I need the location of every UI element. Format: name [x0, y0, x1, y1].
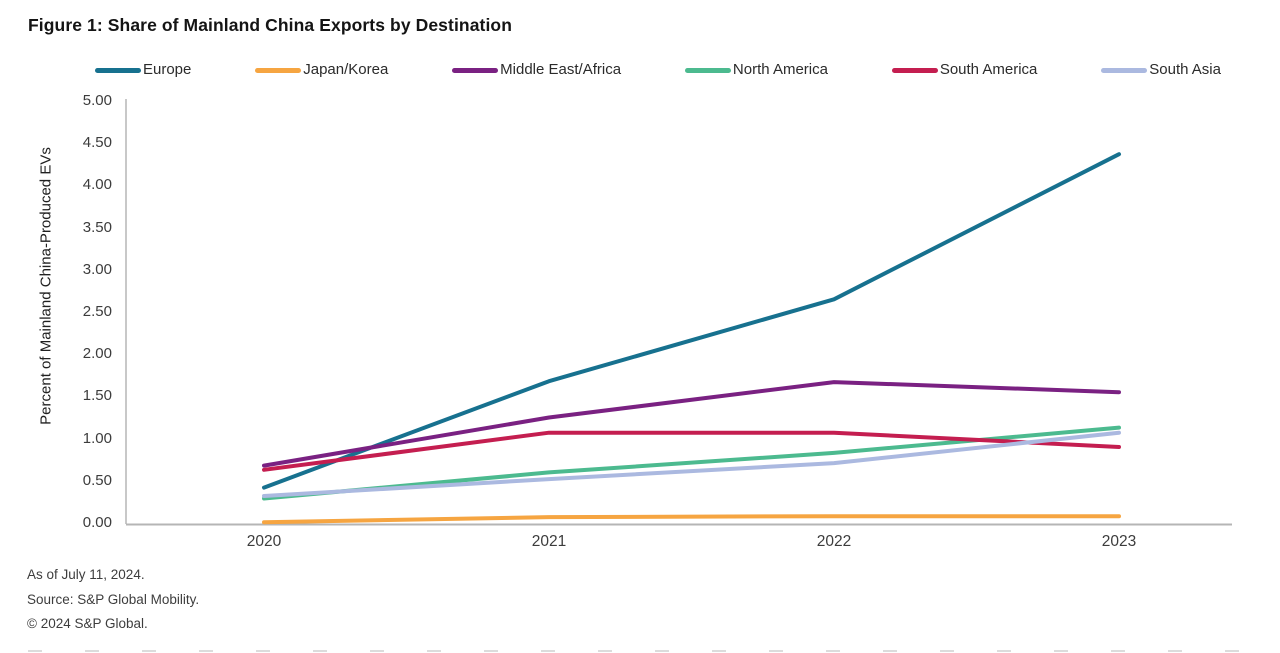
- legend-label: South America: [939, 61, 1038, 78]
- footer-copyright: © 2024 S&P Global.: [27, 616, 148, 631]
- legend-item-south-asia: South Asia: [1101, 61, 1221, 79]
- legend-swatch-south-america: [891, 67, 938, 73]
- legend-swatch-north-america: [684, 67, 731, 73]
- y-tick-label: 4.00: [82, 176, 112, 194]
- series-line-japan-korea: [262, 514, 1121, 525]
- legend-item-north-america: North America: [684, 61, 828, 79]
- legend-label: North America: [732, 61, 828, 78]
- bottom-edge-marks: [28, 650, 1268, 652]
- legend-swatch-middle-east-africa: [452, 67, 499, 73]
- x-tick-label: 2022: [816, 533, 852, 550]
- legend-swatch-europe: [95, 67, 141, 73]
- y-tick-label: 3.00: [82, 260, 112, 278]
- y-tick-label: 1.50: [82, 387, 112, 405]
- legend-label: Europe: [143, 61, 192, 78]
- series-line-south-america: [262, 430, 1121, 472]
- y-tick-label: 0.00: [82, 514, 112, 531]
- legend-item-europe: Europe: [95, 61, 191, 79]
- legend-item-middle-east-africa: Middle East/Africa: [452, 61, 621, 79]
- y-tick-label: 5.00: [82, 92, 112, 109]
- y-tick-label: 0.50: [82, 471, 112, 489]
- y-tick-label: 2.50: [82, 303, 112, 320]
- footer-source: Source: S&P Global Mobility.: [27, 592, 200, 607]
- legend-label: South Asia: [1149, 61, 1221, 78]
- series-line-middle-east-africa: [262, 380, 1121, 468]
- x-tick-label: 2021: [531, 533, 567, 550]
- legend-item-south-america: South America: [891, 61, 1038, 79]
- y-tick-label: 4.50: [82, 134, 112, 152]
- legend-swatch-japan-korea: [255, 67, 302, 73]
- legend-label: Japan/Korea: [303, 61, 389, 78]
- series-line-europe: [262, 152, 1121, 490]
- legend: Europe Japan/Korea Middle East/Africa North…: [95, 61, 1221, 79]
- legend-item-japan-korea: Japan/Korea: [255, 61, 388, 79]
- x-tick-label: 2023: [1101, 533, 1137, 550]
- footer-as-of: As of July 11, 2024.: [27, 567, 145, 582]
- y-axis-title: Percent of Mainland China-Produced EVs: [37, 147, 55, 425]
- y-tick-label: 2.00: [82, 345, 112, 363]
- chart-title: Figure 1: Share of Mainland China Export…: [28, 15, 512, 35]
- legend-label: Middle East/Africa: [500, 61, 622, 78]
- legend-swatch-south-asia: [1101, 67, 1148, 73]
- y-tick-label: 3.50: [82, 218, 112, 236]
- x-tick-label: 2020: [246, 533, 282, 550]
- y-tick-label: 1.00: [82, 429, 112, 447]
- series-line-south-asia: [262, 430, 1121, 498]
